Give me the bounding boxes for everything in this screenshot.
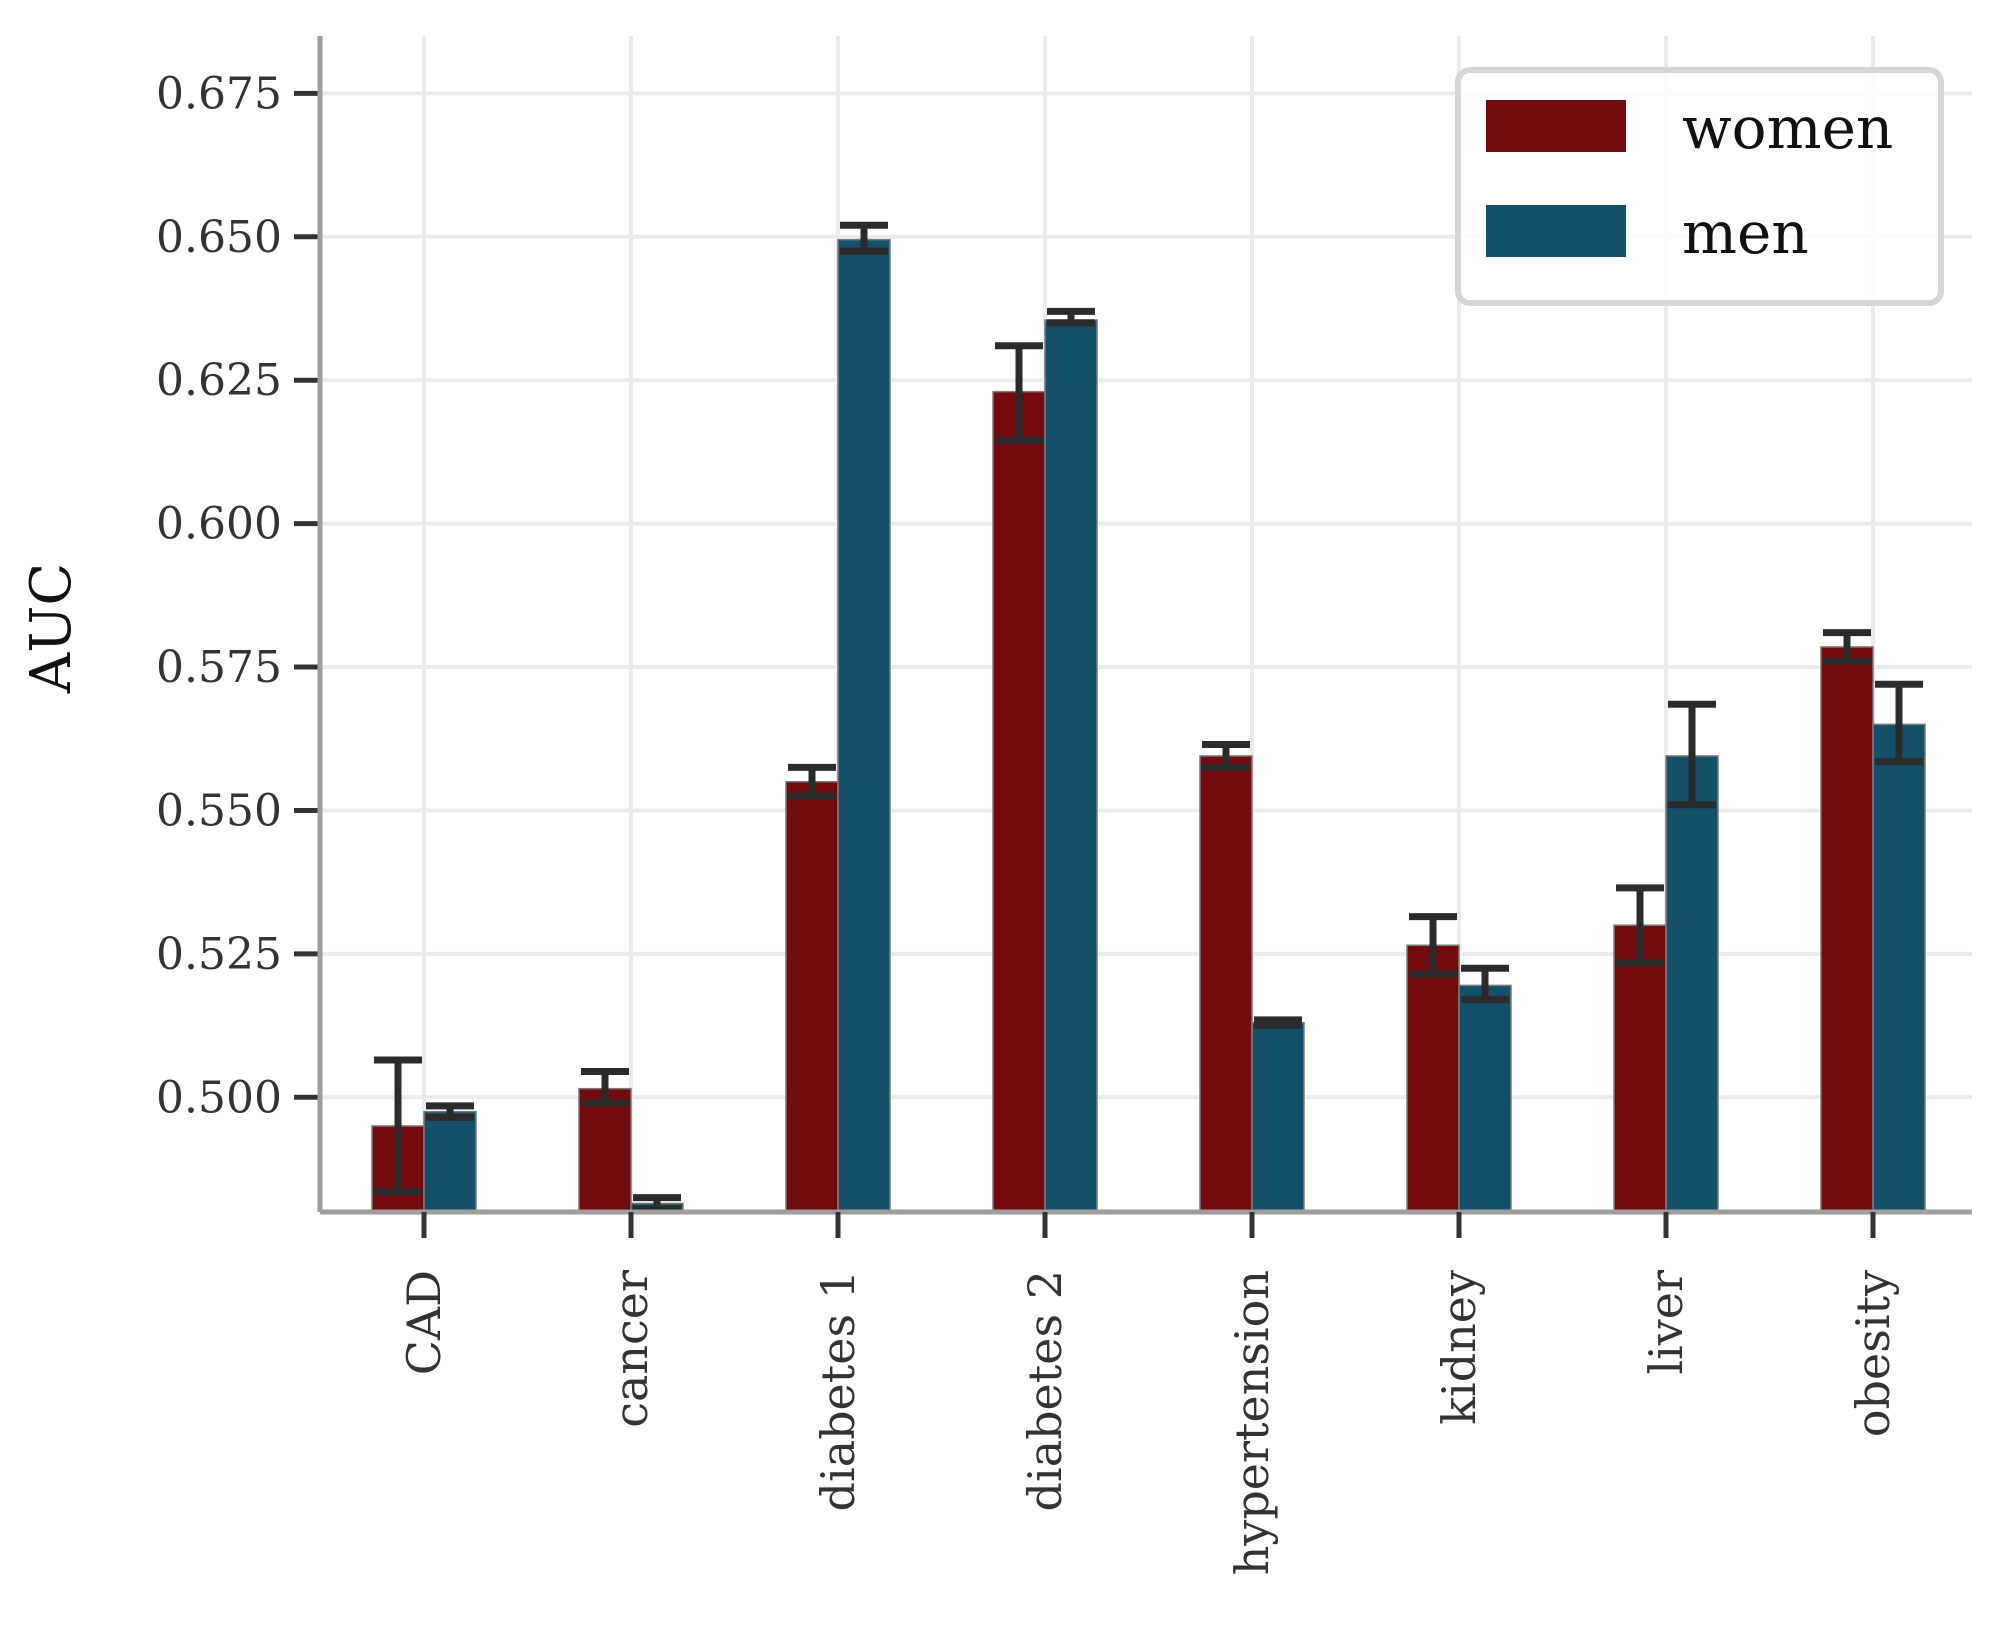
legend-label-men: men [1682,199,1809,267]
error-bar-men-hypertension [1254,1016,1302,1030]
y-tick-label: 0.525 [156,929,282,980]
error-bar-men-diabetes-2 [1047,307,1095,327]
error-bar-women-diabetes-1 [788,763,836,800]
bar-men-CAD [423,1110,477,1213]
legend: women men [1455,67,1944,306]
error-bar-women-diabetes-2 [995,342,1043,444]
bar-men-liver [1665,755,1719,1213]
error-bar-men-cancer [633,1194,681,1213]
bar-men-obesity [1872,723,1926,1213]
bar-women-hypertension [1199,755,1253,1213]
legend-swatch-women [1486,100,1626,152]
error-bars-layer [374,221,1923,1213]
error-bar-women-cancer [581,1067,629,1107]
y-tick-label: 0.550 [156,785,282,836]
x-tick-label: CAD [397,1270,451,1375]
error-bar-men-CAD [426,1102,474,1121]
bars-layer [371,238,1926,1213]
bar-women-diabetes-2 [992,390,1046,1213]
bar-women-diabetes-1 [785,781,839,1213]
bar-women-liver [1613,924,1667,1213]
bar-women-obesity [1820,646,1874,1213]
bar-men-diabetes-1 [837,238,891,1213]
bar-men-diabetes-2 [1044,319,1098,1213]
error-bar-women-kidney [1409,913,1457,978]
error-bar-women-CAD [374,1056,422,1196]
legend-swatch-men [1486,205,1626,257]
bar-women-kidney [1406,944,1460,1213]
y-tick-label: 0.650 [156,212,282,263]
error-bar-men-obesity [1875,680,1923,766]
y-tick-label: 0.600 [156,499,282,550]
x-tick-label: liver [1639,1270,1693,1375]
y-tick-label: 0.500 [156,1072,282,1123]
bar-men-hypertension [1251,1021,1305,1213]
error-bar-men-kidney [1461,964,1509,1004]
error-bar-men-diabetes-1 [840,221,888,255]
x-tick-label: cancer [604,1270,658,1428]
y-tick-label: 0.575 [156,642,282,693]
error-bar-women-liver [1616,884,1664,966]
bar-women-cancer [578,1087,632,1213]
axes-layer: 0.500 0.525 0.550 0.575 0.600 0.625 0.650 0.675… [156,36,1972,1575]
y-axis-title: AUC [19,563,84,694]
error-bar-women-obesity [1823,629,1871,665]
x-tick-label: hypertension [1225,1270,1279,1575]
x-tick-label: obesity [1846,1270,1900,1437]
error-bar-women-hypertension [1202,740,1250,771]
error-bar-men-liver [1668,700,1716,809]
bar-men-kidney [1458,984,1512,1213]
legend-label-women: women [1682,94,1893,162]
y-tick-label: 0.675 [156,68,282,119]
x-tick-label: kidney [1432,1270,1486,1425]
y-tick-label: 0.625 [156,355,282,406]
x-tick-label: diabetes 2 [1018,1270,1072,1511]
x-tick-label: diabetes 1 [811,1270,865,1511]
